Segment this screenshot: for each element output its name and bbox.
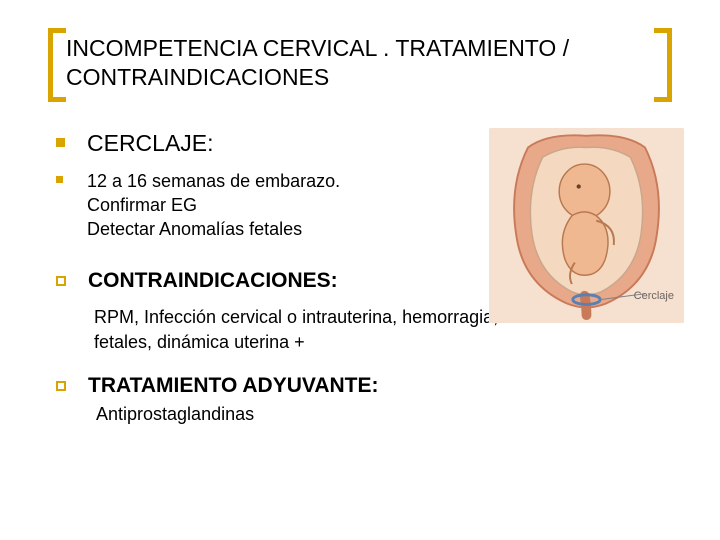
line-3: Detectar Anomalías fetales — [87, 217, 340, 241]
heading-cerclaje: CERCLAJE: — [87, 130, 214, 157]
bullet-square-small-icon — [56, 176, 63, 183]
item-adyuvante: TRATAMIENTO ADYUVANTE: Antiprostaglandin… — [56, 374, 672, 426]
cerclaje-lines: 12 a 16 semanas de embarazo. Confirmar E… — [87, 169, 340, 242]
bullet-open-square-icon — [56, 381, 66, 391]
bullet-square-icon — [56, 138, 65, 147]
line-1: 12 a 16 semanas de embarazo. — [87, 169, 340, 193]
illustration-label: Cerclaje — [634, 290, 674, 302]
bracket-right — [654, 28, 672, 102]
heading-contra: CONTRAINDICACIONES: — [88, 269, 338, 293]
bracket-left — [48, 28, 66, 102]
slide: INCOMPETENCIA CERVICAL . TRATAMIENTO / C… — [0, 0, 720, 540]
slide-title: INCOMPETENCIA CERVICAL . TRATAMIENTO / C… — [66, 34, 654, 92]
line-2: Confirmar EG — [87, 193, 340, 217]
title-block: INCOMPETENCIA CERVICAL . TRATAMIENTO / C… — [48, 28, 672, 102]
heading-adyuvante: TRATAMIENTO ADYUVANTE: — [88, 374, 378, 398]
adyuvante-body: Antiprostaglandinas — [88, 402, 378, 426]
bullet-open-square-icon — [56, 276, 66, 286]
